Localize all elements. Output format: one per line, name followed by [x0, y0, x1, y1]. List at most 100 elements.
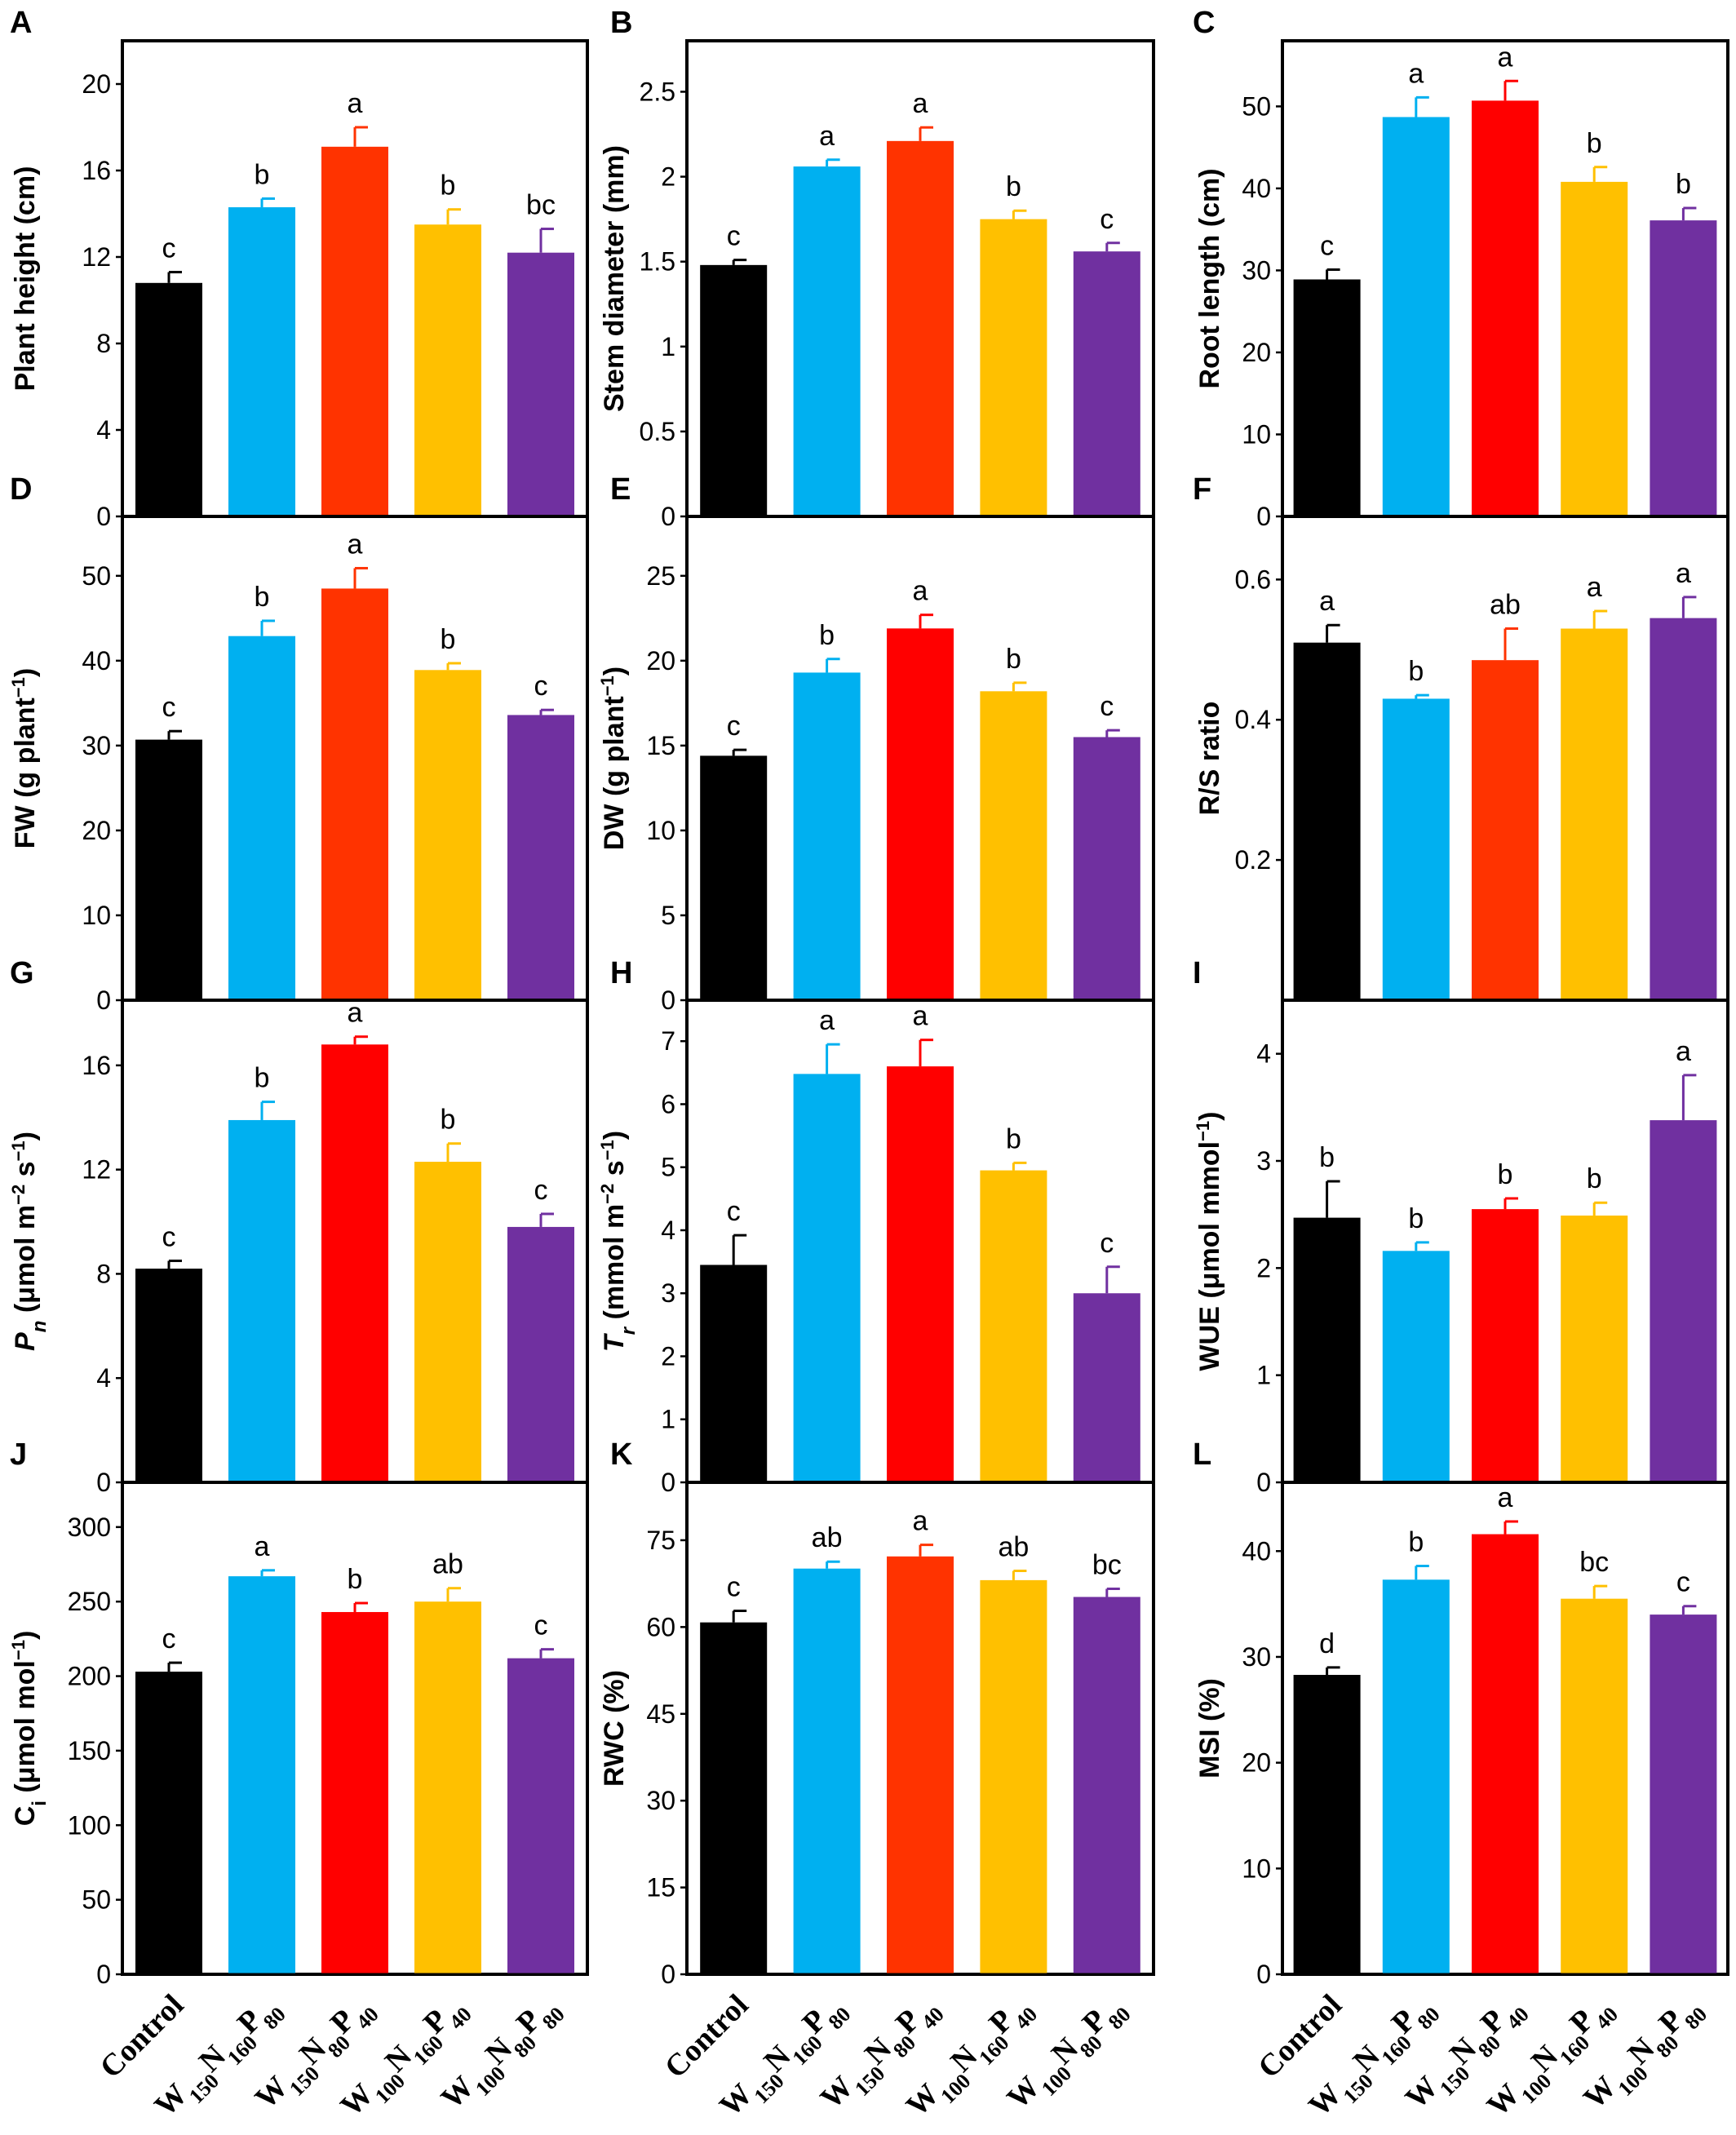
bar-1	[700, 264, 768, 516]
y-tick-label: 4	[661, 1216, 675, 1245]
significance-label: a	[348, 998, 363, 1029]
panel-letter: H	[610, 956, 632, 990]
significance-label: a	[255, 1531, 270, 1562]
category-label: Control	[658, 1988, 755, 2085]
bar-3	[321, 1044, 388, 1482]
y-axis-label: RWC (%)	[599, 1670, 630, 1787]
y-tick-label: 1	[661, 332, 675, 361]
y-tick-label: 0	[1256, 1960, 1271, 1989]
significance-label: c	[1100, 1228, 1114, 1259]
y-tick-label: 40	[1242, 1536, 1271, 1566]
y-tick-label: 1	[661, 1405, 675, 1434]
significance-label: c	[727, 1571, 741, 1602]
y-tick-label: 30	[1242, 255, 1271, 285]
significance-label: c	[534, 671, 548, 702]
significance-label: c	[162, 233, 176, 264]
y-tick-label: 200	[68, 1662, 111, 1691]
y-tick-label: 40	[82, 646, 111, 675]
bar-4	[980, 1170, 1047, 1482]
bar-2	[793, 1568, 861, 1974]
bar-4	[980, 219, 1047, 516]
panel-letter: B	[610, 6, 632, 40]
significance-label: ab	[812, 1522, 843, 1553]
significance-label: a	[348, 529, 363, 560]
panel-letter: J	[10, 1437, 27, 1472]
panel-letter: F	[1193, 472, 1211, 507]
bar-2	[1382, 1251, 1450, 1482]
bar-2	[228, 1576, 295, 1974]
significance-label: c	[727, 221, 741, 252]
significance-label: c	[727, 1196, 741, 1227]
significance-label: b	[1006, 171, 1021, 202]
y-tick-label: 3	[1256, 1146, 1271, 1176]
panel-h: 0 1 2 3 4 5 6 7 H Tr (mmol m−2 s−1) c a a b c	[597, 956, 1155, 1497]
y-tick-label: 45	[646, 1699, 675, 1729]
significance-label: b	[441, 1105, 456, 1136]
significance-label: c	[162, 692, 176, 723]
y-tick-label: 5	[661, 901, 675, 930]
y-tick-label: 0	[661, 1468, 675, 1497]
panel-e: 0 5 10 15 20 25 E DW (g plant−1) c b a b c	[597, 472, 1155, 1015]
bar-4	[414, 224, 481, 516]
y-tick-label: 40	[1242, 174, 1271, 203]
significance-label: b	[348, 1564, 363, 1595]
y-tick-label: 0	[96, 1468, 111, 1497]
bar-1	[1293, 1675, 1361, 1974]
bar-4	[980, 1579, 1047, 1974]
bar-3	[1472, 660, 1539, 1000]
bar-3	[887, 140, 954, 516]
y-axis-label: R/S ratio	[1194, 702, 1225, 816]
y-tick-label: 0.6	[1235, 565, 1271, 594]
y-tick-label: 6	[661, 1089, 675, 1118]
y-tick-label: 0	[1256, 1468, 1271, 1497]
significance-label: a	[819, 1005, 835, 1036]
significance-label: a	[1498, 1482, 1513, 1513]
y-tick-label: 30	[82, 731, 111, 760]
significance-label: b	[819, 620, 835, 651]
bar-3	[321, 1611, 388, 1974]
y-tick-label: 12	[82, 242, 111, 272]
y-tick-label: 15	[646, 1873, 675, 1902]
significance-label: a	[1676, 1036, 1691, 1067]
significance-label: c	[1320, 230, 1334, 261]
significance-label: a	[1587, 572, 1602, 603]
panel-letter: D	[10, 472, 32, 507]
panel-letter: K	[610, 1437, 633, 1472]
y-tick-label: 0.4	[1235, 705, 1271, 734]
y-tick-label: 250	[68, 1587, 111, 1616]
bar-4	[980, 691, 1047, 1000]
panel-i: 0 1 2 3 4 I WUE (μmol mmol−1) b b b b a	[1193, 956, 1729, 1497]
significance-label: b	[1408, 1203, 1424, 1234]
y-tick-label: 20	[1242, 338, 1271, 367]
significance-label: a	[1676, 558, 1691, 589]
y-tick-label: 20	[646, 646, 675, 675]
y-tick-label: 15	[646, 731, 675, 760]
y-tick-label: 4	[1256, 1039, 1271, 1069]
significance-label: c	[162, 1623, 176, 1654]
y-tick-label: 30	[1242, 1642, 1271, 1672]
bar-3	[1472, 100, 1539, 516]
y-axis-label: Pn (μmol m−2 s−1)	[8, 1132, 51, 1351]
significance-label: a	[913, 1506, 928, 1537]
category-label: Control	[1251, 1988, 1348, 2085]
y-tick-label: 0	[661, 1960, 675, 1989]
bar-1	[135, 739, 202, 1000]
bar-5	[1073, 737, 1140, 1000]
y-tick-label: 10	[1242, 419, 1271, 449]
panel-letter: L	[1193, 1437, 1211, 1472]
y-axis-label: WUE (μmol mmol−1)	[1193, 1112, 1226, 1371]
panel-c: 0 10 20 30 40 50 C Root length (cm) c a a b b	[1193, 6, 1729, 531]
y-tick-label: 25	[646, 561, 675, 591]
bar-1	[700, 1265, 768, 1482]
significance-label: a	[1498, 42, 1513, 73]
panel-letter: I	[1193, 956, 1202, 990]
bar-2	[793, 166, 861, 517]
bar-4	[414, 1601, 481, 1974]
significance-label: b	[1006, 1123, 1021, 1154]
y-tick-label: 12	[82, 1155, 111, 1185]
significance-label: bc	[526, 190, 556, 221]
y-axis-label: Root length (cm)	[1194, 168, 1225, 388]
y-axis-label: Stem diameter (mm)	[599, 145, 630, 412]
